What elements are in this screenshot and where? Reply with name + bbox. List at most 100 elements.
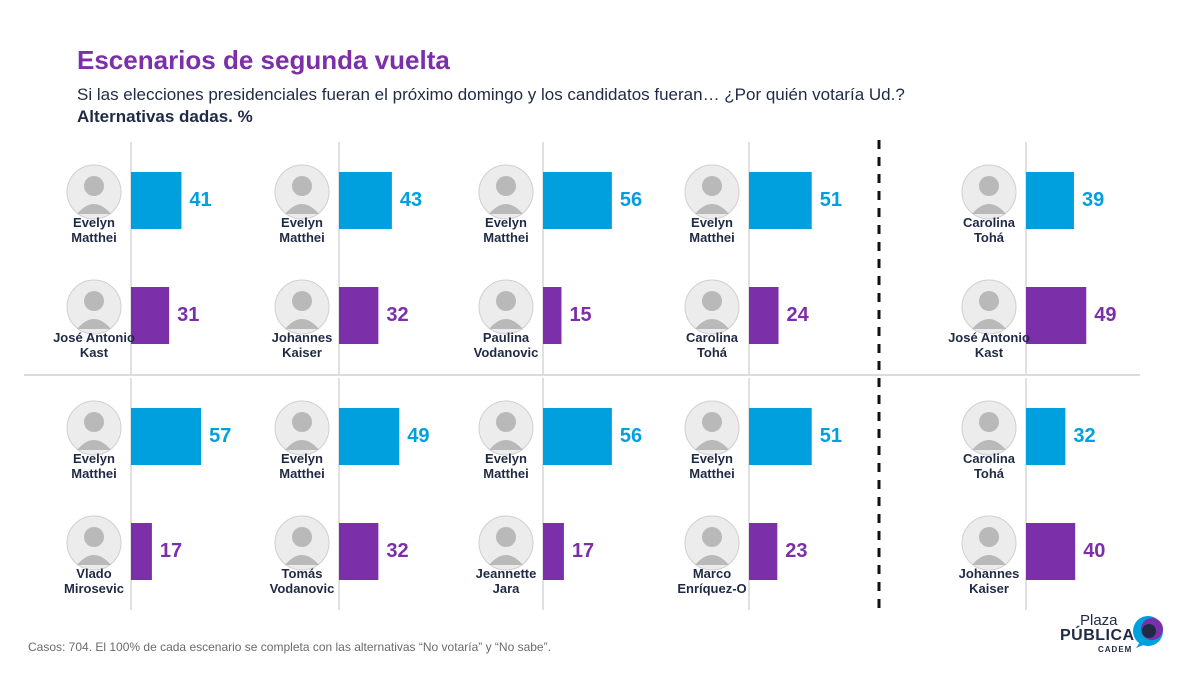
bar <box>131 523 152 580</box>
bar <box>543 408 612 465</box>
candidate-last-name: Matthei <box>689 466 735 481</box>
bar <box>543 172 612 229</box>
data-label: 51 <box>819 189 842 211</box>
data-label: 39 <box>1081 189 1105 211</box>
data-label: 17 <box>571 540 595 562</box>
avatar-body-icon <box>77 555 111 565</box>
speech-bubble-icon <box>1133 616 1163 648</box>
bar <box>749 408 812 465</box>
candidate-last-name: Tohá <box>696 345 728 360</box>
candidate-first-name: Jeannette <box>475 566 537 581</box>
candidate-first-name: Vlado <box>76 566 112 581</box>
bar <box>543 287 562 344</box>
candidate-first-name: Evelyn <box>485 215 527 230</box>
candidate-name: Evelyn Matthei <box>652 215 772 245</box>
candidate-first-name: Carolina <box>962 215 1015 230</box>
chart-units-note: Alternativas dadas. % <box>77 107 253 126</box>
candidate-name: Carolina Tohá <box>929 451 1049 481</box>
candidate-last-name: Matthei <box>483 230 529 245</box>
candidate-first-name: Johannes <box>958 566 1020 581</box>
candidate-first-name: Evelyn <box>691 215 733 230</box>
candidate-last-name: Kaiser <box>969 581 1009 596</box>
footnote: Casos: 704. El 100% de cada escenario se… <box>28 640 551 654</box>
candidate-name: Paulina Vodanovic <box>446 330 566 360</box>
avatar-body-icon <box>77 440 111 450</box>
chart-title: Escenarios de segunda vuelta <box>77 45 450 75</box>
avatar-body-icon <box>695 319 729 329</box>
candidate-name: Evelyn Matthei <box>242 215 362 245</box>
data-label: 41 <box>189 189 212 211</box>
avatar-head-icon <box>979 412 999 432</box>
avatar-body-icon <box>972 440 1006 450</box>
data-label: 32 <box>1073 425 1096 447</box>
bar <box>749 287 779 344</box>
candidate-last-name: Vodanovic <box>473 345 539 360</box>
avatar-head-icon <box>496 176 516 196</box>
candidate-first-name: José Antonio <box>53 330 135 345</box>
candidate-name: Evelyn Matthei <box>446 215 566 245</box>
avatar-body-icon <box>972 555 1006 565</box>
bar <box>131 287 170 344</box>
avatar-head-icon <box>496 412 516 432</box>
candidate-last-name: Kast <box>79 345 109 360</box>
candidate-first-name: Evelyn <box>691 451 733 466</box>
candidate-last-name: Enríquez-O <box>677 581 747 596</box>
candidate-last-name: Tohá <box>973 466 1005 481</box>
candidate-last-name: Kast <box>974 345 1004 360</box>
candidate-first-name: Paulina <box>482 330 530 345</box>
data-label: 24 <box>786 304 809 326</box>
bar <box>1026 172 1074 229</box>
data-label: 40 <box>1083 540 1106 562</box>
data-label: 17 <box>159 540 183 562</box>
candidate-last-name: Matthei <box>483 466 529 481</box>
avatar-head-icon <box>702 412 722 432</box>
data-label: 32 <box>386 540 409 562</box>
candidate-first-name: Johannes <box>271 330 333 345</box>
avatar-body-icon <box>77 319 111 329</box>
avatar-body-icon <box>695 440 729 450</box>
candidate-last-name: Matthei <box>279 466 325 481</box>
logo-publica-text: PÚBLICA <box>1060 627 1135 644</box>
candidate-first-name: José Antonio <box>948 330 1030 345</box>
avatar-head-icon <box>292 412 312 432</box>
avatar-head-icon <box>292 176 312 196</box>
candidate-name: Johannes Kaiser <box>929 566 1049 596</box>
avatar-head-icon <box>292 291 312 311</box>
bar <box>1026 523 1076 580</box>
candidate-name: Vlado Mirosevic <box>34 566 154 596</box>
bar <box>131 408 202 465</box>
data-label: 15 <box>569 304 592 326</box>
bar <box>339 172 392 229</box>
candidate-name: Evelyn Matthei <box>446 451 566 481</box>
candidate-name: José Antonio Kast <box>929 330 1049 360</box>
candidate-name: Evelyn Matthei <box>34 215 154 245</box>
candidate-last-name: Matthei <box>71 230 117 245</box>
candidate-name: Johannes Kaiser <box>242 330 362 360</box>
avatar-body-icon <box>972 204 1006 214</box>
candidate-first-name: Carolina <box>685 330 738 345</box>
candidate-last-name: Matthei <box>689 230 735 245</box>
candidate-first-name: Evelyn <box>485 451 527 466</box>
avatar-head-icon <box>496 291 516 311</box>
logo-cadem-text: CADEM <box>1098 645 1133 654</box>
avatar-head-icon <box>702 291 722 311</box>
avatar-body-icon <box>285 204 319 214</box>
data-label: 43 <box>399 189 423 211</box>
avatar-body-icon <box>972 319 1006 329</box>
candidate-last-name: Jara <box>492 581 520 596</box>
avatar-head-icon <box>84 291 104 311</box>
avatar-head-icon <box>979 176 999 196</box>
logo-plaza-text: Plaza <box>1080 612 1118 629</box>
brand-logo: Plaza PÚBLICA CADEM <box>1058 612 1178 656</box>
avatar-body-icon <box>695 555 729 565</box>
avatar-body-icon <box>489 204 523 214</box>
candidate-first-name: Marco <box>692 566 732 581</box>
data-label: 32 <box>386 304 409 326</box>
data-label: 49 <box>407 425 430 447</box>
avatar-body-icon <box>695 204 729 214</box>
chart-subtitle: Si las elecciones presidenciales fueran … <box>77 85 905 104</box>
avatar-head-icon <box>84 176 104 196</box>
candidate-first-name: Evelyn <box>281 451 323 466</box>
bar <box>1026 287 1087 344</box>
